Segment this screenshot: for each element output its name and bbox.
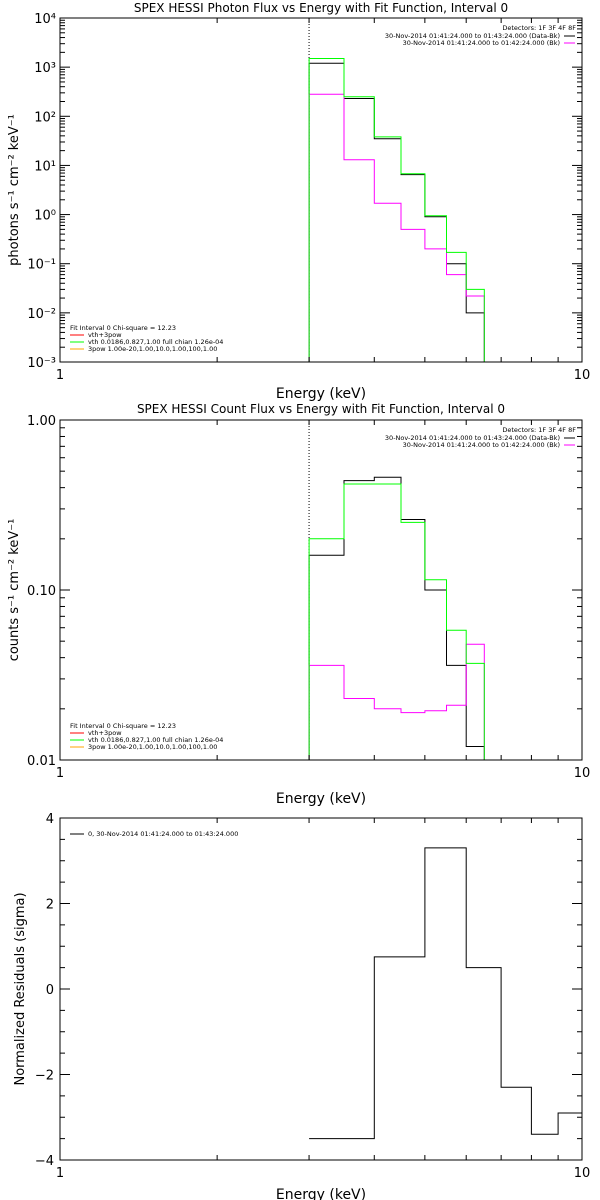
legend-header: Fit Interval 0 Chi-square = 12.23 <box>70 324 176 332</box>
legend-entry-label: vth 0.0186,0.827,1.00 full chian 1.26e-0… <box>88 338 223 346</box>
plot-data <box>308 420 485 760</box>
legend-entry-label: vth 0.0186,0.827,1.00 full chian 1.26e-0… <box>88 736 223 744</box>
plot-data <box>308 18 485 362</box>
y-axis-label: Normalized Residuals (sigma) <box>13 892 28 1085</box>
y-axis-ticks <box>60 419 582 761</box>
x-tick-label: 1 <box>56 766 64 781</box>
chart-panel-1: SPEX HESSI Photon Flux vs Energy with Fi… <box>7 1 590 402</box>
x-axis-ticks <box>59 818 583 1160</box>
y-tick-label: 10⁰ <box>34 209 56 224</box>
legend-entry-label: 30-Nov-2014 01:41:24.000 to 01:42:24.000… <box>403 441 560 449</box>
y-axis-ticks <box>60 817 582 1161</box>
legend-entry-label: 3pow 1.00e-20,1.00,10.0,1.00,100,1.00 <box>88 743 217 751</box>
x-axis-label: Energy (keV) <box>276 1187 366 1200</box>
legend-entry-label: vth+3pow <box>88 729 122 737</box>
y-tick-label: 10² <box>34 110 56 125</box>
y-tick-label: 10⁻¹ <box>27 258 56 273</box>
legend-entry-label: 30-Nov-2014 01:41:24.000 to 01:43:24.000… <box>385 434 560 442</box>
x-tick-label: 1 <box>56 368 64 383</box>
series-line-3 <box>308 483 485 760</box>
series-line-1 <box>309 847 582 1140</box>
chart-panel-3: 1 10 Energy (keV) −4 −2 0 2 4 Normalized Residua… <box>13 812 590 1200</box>
y-tick-label: 0.01 <box>27 754 56 769</box>
legend-bottom: Fit Interval 0 Chi-square = 12.23vth+3po… <box>70 722 223 751</box>
series-line-2 <box>308 643 485 760</box>
series-line-3 <box>308 58 485 362</box>
chart-title: SPEX HESSI Photon Flux vs Energy with Fi… <box>134 1 508 15</box>
y-axis-label: counts s⁻¹ cm⁻² keV⁻¹ <box>7 519 22 662</box>
y-tick-label: −4 <box>35 1154 54 1169</box>
y-tick-label: 2 <box>46 898 54 913</box>
x-tick-label: 10 <box>574 766 591 781</box>
y-axis-ticks <box>60 17 582 363</box>
axes-frame <box>59 419 583 761</box>
x-tick-label: 10 <box>574 368 591 383</box>
y-tick-label: −2 <box>35 1069 54 1084</box>
x-tick-label: 10 <box>574 1166 591 1181</box>
series-line-1 <box>308 62 485 362</box>
y-tick-label: 10⁻² <box>27 307 56 322</box>
legend-entry-label: 3pow 1.00e-20,1.00,10.0,1.00,100,1.00 <box>88 345 217 353</box>
legend-entry-label: vth+3pow <box>88 331 122 339</box>
y-tick-label: 10¹ <box>34 159 56 174</box>
series-line-2 <box>308 93 485 362</box>
legend-header: Detectors: 1F 3F 4F 8F <box>502 426 576 434</box>
x-axis-label: Energy (keV) <box>276 791 366 807</box>
y-tick-label: 1.00 <box>27 414 56 429</box>
y-tick-label: 10³ <box>34 61 56 76</box>
y-tick-label: 4 <box>46 812 54 827</box>
y-tick-label: 0.10 <box>27 584 56 599</box>
y-tick-label: 10⁴ <box>34 12 56 27</box>
y-axis-label: photons s⁻¹ cm⁻² keV⁻¹ <box>7 114 22 266</box>
plot-data <box>309 847 582 1140</box>
axes-frame <box>59 17 583 363</box>
series-line-1 <box>308 476 485 760</box>
x-axis-ticks <box>59 420 583 760</box>
legend-top: 0, 30-Nov-2014 01:41:24.000 to 01:43:24.… <box>70 830 238 838</box>
legend-bottom: Fit Interval 0 Chi-square = 12.23vth+3po… <box>70 324 223 353</box>
chart-panel-2: SPEX HESSI Count Flux vs Energy with Fit… <box>7 402 590 807</box>
legend-header: Detectors: 1F 3F 4F 8F <box>502 24 576 32</box>
legend-header: Fit Interval 0 Chi-square = 12.23 <box>70 722 176 730</box>
chart-title: SPEX HESSI Count Flux vs Energy with Fit… <box>137 402 505 416</box>
x-tick-label: 1 <box>56 1166 64 1181</box>
y-tick-label: 0 <box>46 983 54 998</box>
legend-entry-label: 30-Nov-2014 01:41:24.000 to 01:42:24.000… <box>403 39 560 47</box>
x-axis-label: Energy (keV) <box>276 386 366 402</box>
legend-entry-label: 0, 30-Nov-2014 01:41:24.000 to 01:43:24.… <box>88 830 238 838</box>
y-tick-label: 10⁻³ <box>27 356 56 371</box>
x-axis-ticks <box>59 18 583 362</box>
axes-frame <box>59 817 583 1161</box>
legend-entry-label: 30-Nov-2014 01:41:24.000 to 01:43:24.000… <box>385 32 560 40</box>
